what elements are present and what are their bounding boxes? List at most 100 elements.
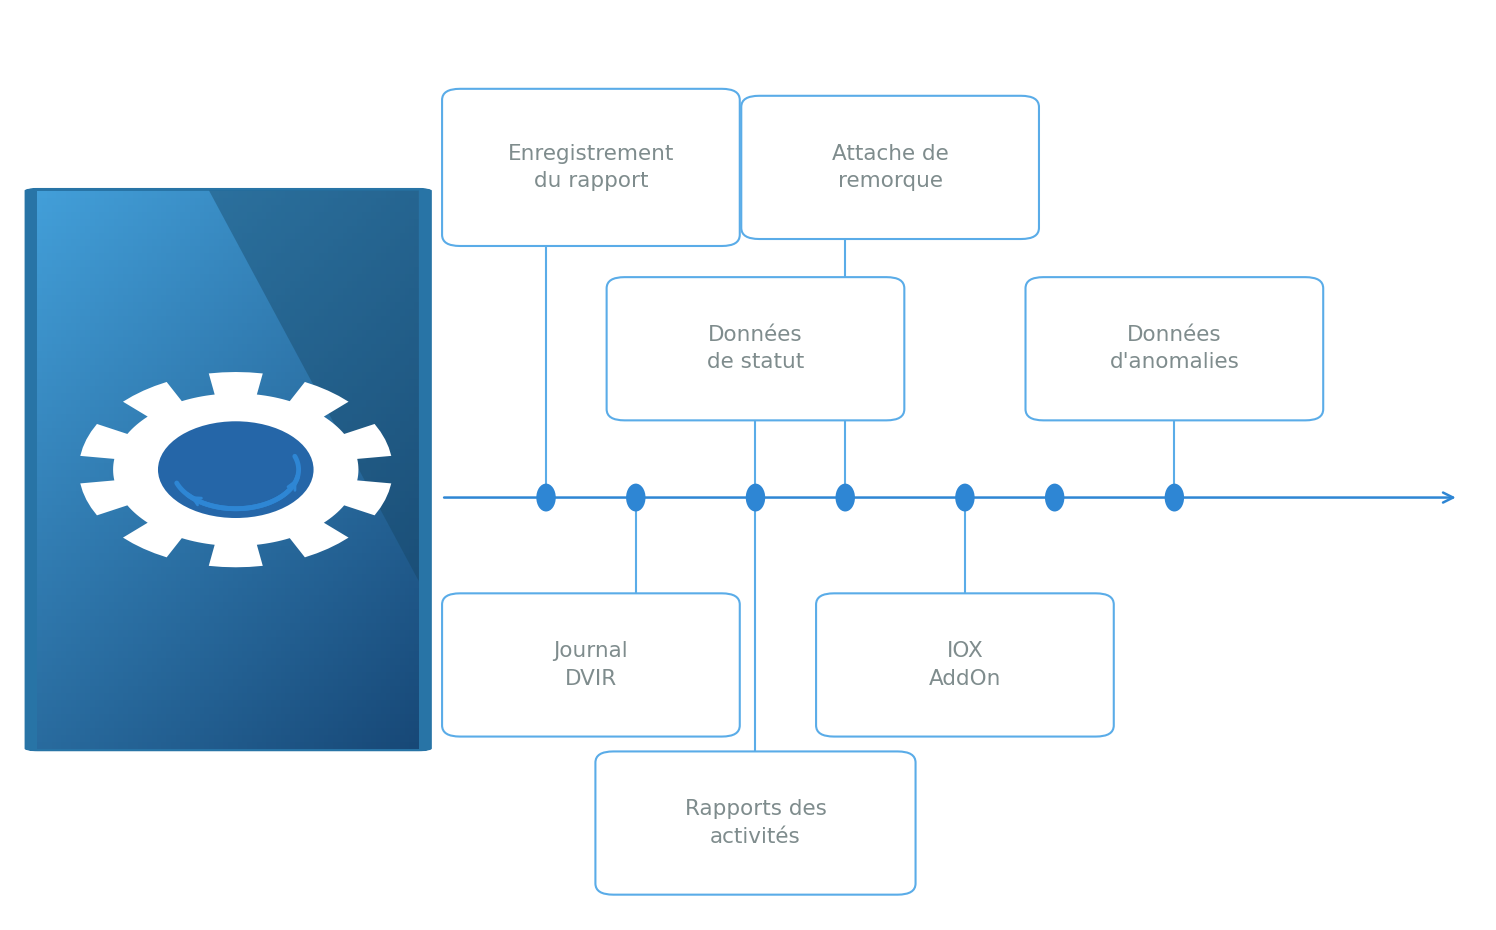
- Bar: [194, 470, 199, 477]
- Bar: [52, 198, 57, 205]
- Bar: [214, 435, 218, 442]
- Bar: [251, 631, 257, 637]
- Bar: [257, 338, 262, 344]
- Bar: [286, 191, 290, 198]
- Bar: [181, 581, 186, 589]
- Bar: [194, 288, 199, 296]
- Bar: [70, 260, 76, 268]
- Bar: [266, 212, 271, 219]
- Bar: [214, 512, 218, 519]
- Bar: [190, 547, 194, 553]
- Bar: [404, 302, 410, 309]
- Bar: [242, 254, 247, 260]
- Bar: [52, 505, 57, 512]
- Bar: [238, 512, 242, 519]
- Bar: [305, 365, 310, 372]
- Bar: [323, 644, 328, 651]
- Bar: [142, 400, 147, 407]
- Bar: [367, 498, 371, 505]
- Bar: [133, 512, 138, 519]
- Bar: [133, 707, 138, 714]
- FancyBboxPatch shape: [10, 174, 446, 765]
- Bar: [275, 686, 281, 693]
- Bar: [314, 512, 319, 519]
- Bar: [57, 379, 61, 386]
- Bar: [57, 232, 61, 240]
- Bar: [338, 274, 343, 282]
- Bar: [262, 728, 266, 735]
- Bar: [390, 296, 395, 302]
- Bar: [399, 219, 404, 226]
- Bar: [76, 631, 81, 637]
- Bar: [347, 324, 352, 330]
- Bar: [347, 379, 352, 386]
- Bar: [109, 470, 114, 477]
- Bar: [118, 274, 123, 282]
- Bar: [218, 219, 223, 226]
- Bar: [194, 575, 199, 581]
- Bar: [395, 651, 399, 658]
- Bar: [42, 212, 46, 219]
- Bar: [271, 219, 275, 226]
- Bar: [90, 205, 94, 212]
- Bar: [367, 191, 371, 198]
- Bar: [162, 581, 166, 589]
- Bar: [109, 560, 114, 567]
- Bar: [46, 560, 52, 567]
- Bar: [223, 742, 229, 749]
- Bar: [171, 728, 175, 735]
- Bar: [205, 686, 209, 693]
- Bar: [194, 407, 199, 414]
- Bar: [281, 644, 286, 651]
- Bar: [347, 449, 352, 456]
- Bar: [118, 310, 123, 316]
- Bar: [352, 407, 358, 414]
- Bar: [338, 191, 343, 198]
- Bar: [81, 617, 85, 623]
- Bar: [262, 212, 266, 219]
- Bar: [109, 714, 114, 721]
- Bar: [105, 407, 109, 414]
- Bar: [395, 198, 399, 205]
- Bar: [395, 707, 399, 714]
- Bar: [375, 533, 380, 539]
- Bar: [295, 442, 299, 449]
- Bar: [295, 728, 299, 735]
- Bar: [390, 575, 395, 581]
- Bar: [299, 302, 305, 309]
- Bar: [238, 205, 242, 212]
- Bar: [162, 302, 166, 309]
- Bar: [275, 274, 281, 282]
- Bar: [319, 400, 323, 407]
- Bar: [114, 463, 118, 470]
- Bar: [305, 631, 310, 637]
- Bar: [290, 428, 295, 435]
- Bar: [386, 338, 390, 344]
- Bar: [290, 547, 295, 553]
- Bar: [358, 372, 362, 379]
- Bar: [190, 477, 194, 484]
- Bar: [66, 665, 70, 672]
- Bar: [76, 246, 81, 254]
- Bar: [375, 525, 380, 533]
- Bar: [99, 728, 105, 735]
- Bar: [343, 728, 347, 735]
- Bar: [94, 442, 99, 449]
- Bar: [386, 414, 390, 421]
- Bar: [70, 609, 76, 617]
- Bar: [76, 254, 81, 260]
- Bar: [76, 700, 81, 707]
- Bar: [343, 553, 347, 560]
- Bar: [227, 344, 233, 352]
- Bar: [70, 679, 76, 686]
- Bar: [66, 379, 70, 386]
- Bar: [223, 358, 229, 365]
- Bar: [105, 324, 109, 330]
- Bar: [367, 581, 371, 589]
- Bar: [57, 623, 61, 631]
- Bar: [286, 414, 290, 421]
- Bar: [310, 246, 314, 254]
- Bar: [166, 191, 171, 198]
- Bar: [233, 352, 238, 358]
- Bar: [266, 603, 271, 609]
